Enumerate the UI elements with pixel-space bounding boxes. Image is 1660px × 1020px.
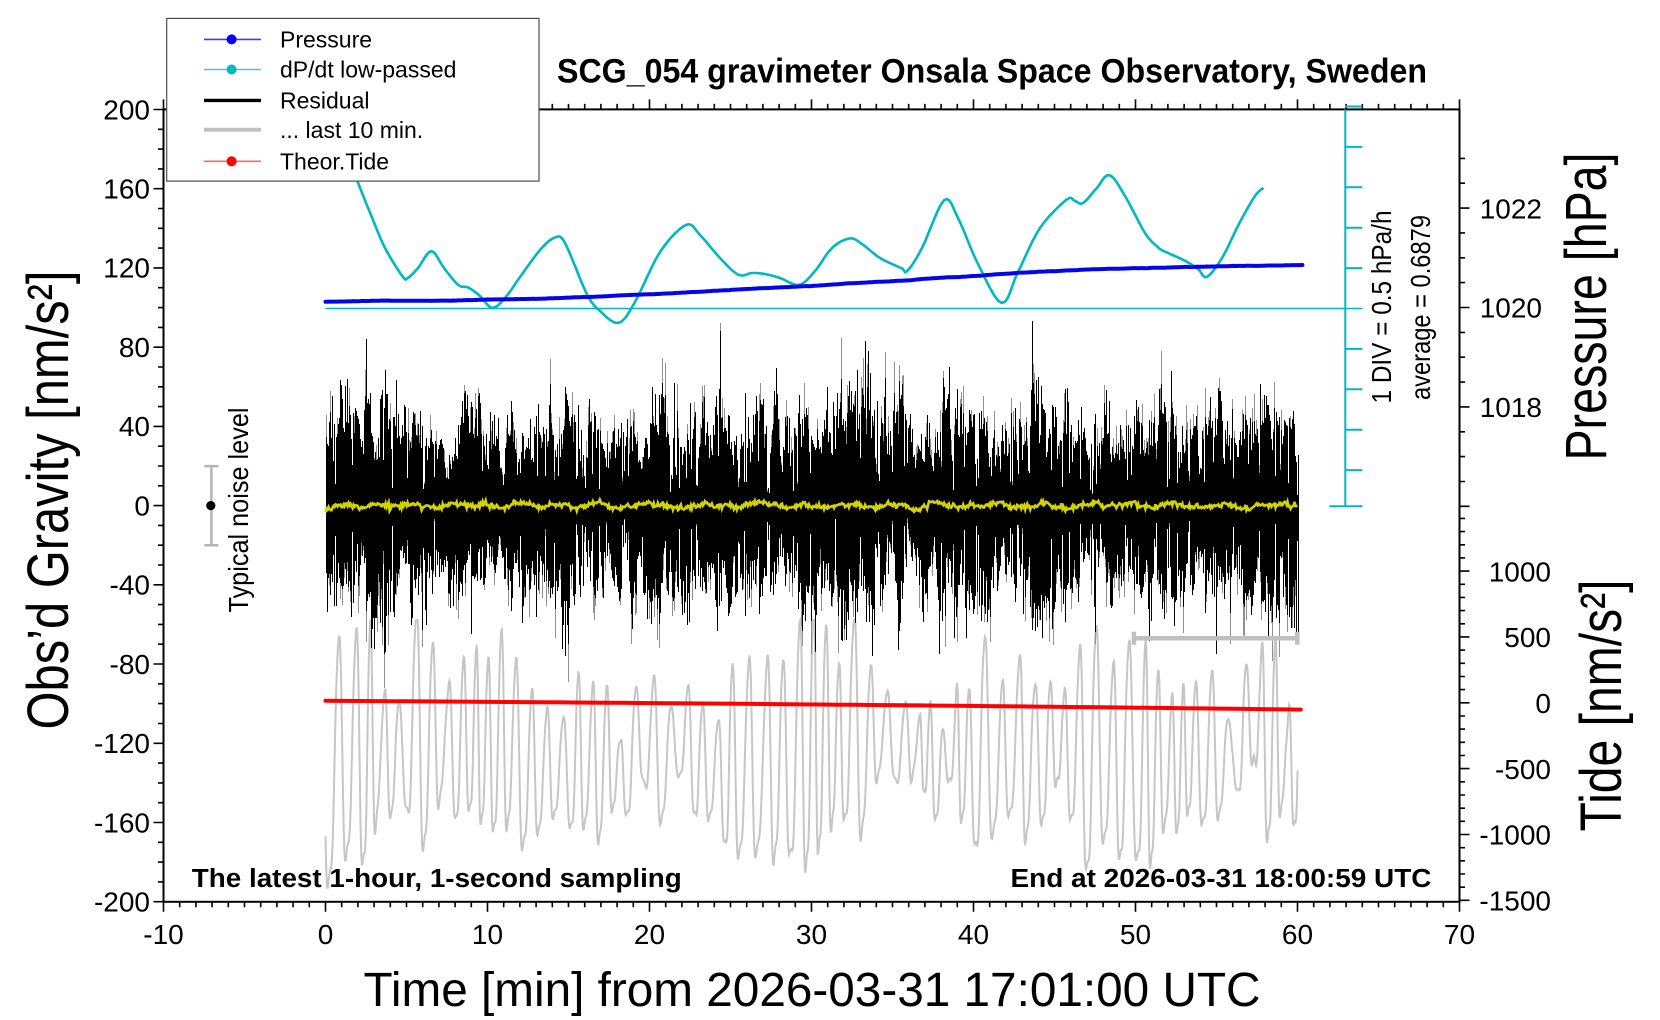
- svg-text:80: 80: [119, 332, 150, 363]
- svg-text:-1500: -1500: [1479, 886, 1551, 917]
- svg-text:60: 60: [1282, 919, 1313, 950]
- svg-text:... last 10 min.: ... last 10 min.: [280, 117, 423, 143]
- svg-text:-120: -120: [94, 728, 150, 759]
- svg-text:1018: 1018: [1480, 392, 1542, 423]
- svg-text:Tide [nm/s²]: Tide [nm/s²]: [1569, 580, 1634, 832]
- svg-text:-160: -160: [94, 807, 150, 838]
- svg-text:160: 160: [103, 174, 150, 205]
- svg-text:-80: -80: [110, 649, 150, 680]
- svg-text:50: 50: [1120, 919, 1151, 950]
- svg-text:average = 0.6879: average = 0.6879: [1405, 215, 1436, 400]
- svg-text:0: 0: [1535, 688, 1551, 719]
- svg-text:20: 20: [634, 919, 665, 950]
- svg-text:1020: 1020: [1480, 293, 1542, 324]
- svg-text:120: 120: [103, 253, 150, 284]
- svg-text:70: 70: [1444, 919, 1475, 950]
- svg-text:SCG_054 gravimeter Onsala Spac: SCG_054 gravimeter Onsala Space Observat…: [557, 53, 1427, 91]
- svg-text:0: 0: [318, 919, 334, 950]
- svg-text:-10: -10: [143, 919, 183, 950]
- svg-text:-1000: -1000: [1479, 820, 1551, 851]
- svg-text:The latest 1-hour, 1-second sa: The latest 1-hour, 1-second sampling: [192, 863, 682, 893]
- svg-text:0: 0: [134, 490, 150, 521]
- svg-text:1 DIV = 0.5 hPa/h: 1 DIV = 0.5 hPa/h: [1366, 211, 1397, 404]
- svg-text:40: 40: [958, 919, 989, 950]
- svg-text:Residual: Residual: [280, 87, 370, 113]
- svg-text:Typical noise level: Typical noise level: [223, 408, 254, 613]
- svg-text:10: 10: [472, 919, 503, 950]
- svg-text:1022: 1022: [1480, 193, 1542, 224]
- svg-text:200: 200: [103, 94, 150, 125]
- svg-text:500: 500: [1504, 622, 1551, 653]
- svg-text:-500: -500: [1495, 754, 1551, 785]
- svg-text:Pressure: Pressure: [280, 26, 372, 52]
- svg-text:30: 30: [796, 919, 827, 950]
- svg-text:Obs’d Gravity [nm/s²]: Obs’d Gravity [nm/s²]: [16, 271, 81, 730]
- svg-text:dP/dt low-passed: dP/dt low-passed: [280, 57, 456, 83]
- svg-text:1000: 1000: [1489, 556, 1551, 587]
- svg-text:-40: -40: [110, 570, 150, 601]
- svg-text:End at 2026-03-31 18:00:59 UTC: End at 2026-03-31 18:00:59 UTC: [1011, 863, 1432, 893]
- svg-text:Theor.Tide: Theor.Tide: [280, 148, 389, 174]
- svg-text:Time [min] from 2026-03-31 17:: Time [min] from 2026-03-31 17:01:00 UTC: [364, 963, 1261, 1017]
- svg-text:Pressure [hPa]: Pressure [hPa]: [1554, 153, 1619, 461]
- svg-text:-200: -200: [94, 887, 150, 918]
- svg-text:40: 40: [119, 411, 150, 442]
